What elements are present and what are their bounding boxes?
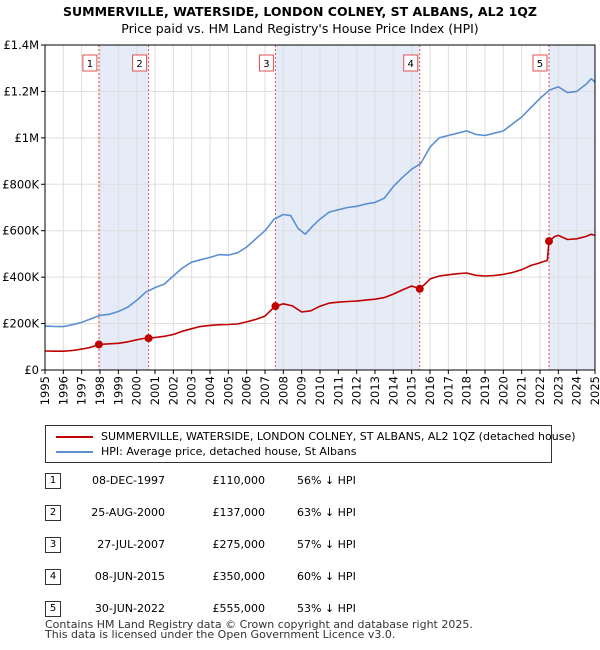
legend-swatch-hpi [56, 451, 93, 453]
footer-attribution: Contains HM Land Registry data © Crown c… [45, 618, 473, 641]
legend-item-property: SUMMERVILLE, WATERSIDE, LONDON COLNEY, S… [56, 430, 576, 444]
footer-license: This data is licensed under the Open Gov… [45, 628, 396, 641]
sale-row: 5 30-JUN-2022 £555,000 53% ↓ HPI [45, 600, 565, 618]
sale-label-box [132, 54, 148, 72]
sale-number-badge: 5 [45, 601, 61, 617]
x-tick-label: 2016 [423, 376, 437, 405]
sale-date: 30-JUN-2022 [94, 602, 165, 615]
x-tick-label: 2023 [551, 376, 565, 405]
x-tick-label: 2010 [313, 376, 327, 405]
sale-label-box [258, 54, 274, 72]
x-tick-label: 1998 [93, 376, 107, 405]
price-chart: 1 2 3 4 5 £0 £200K £400K £600K £800K £1M £1.2M £1.4… [2, 38, 600, 405]
chart-title: SUMMERVILLE, WATERSIDE, LONDON COLNEY, S… [62, 4, 537, 19]
x-tick-label: 2022 [533, 376, 547, 405]
sale-label-text: 4 [408, 59, 414, 70]
legend-item-hpi: HPI: Average price, detached house, St A… [56, 445, 356, 459]
x-tick-label: 1996 [56, 376, 70, 405]
x-tick-label: 2008 [276, 376, 290, 405]
legend-label-hpi: HPI: Average price, detached house, St A… [101, 445, 357, 458]
sale-date: 25-AUG-2000 [91, 506, 165, 519]
chart-subtitle: Price paid vs. HM Land Registry's House … [121, 21, 479, 36]
sale-price: £350,000 [212, 570, 266, 583]
ownership-shade [98, 45, 149, 370]
y-tick-label: £400K [2, 270, 39, 284]
sale-row: 3 27-JUL-2007 £275,000 57% ↓ HPI [45, 536, 565, 554]
y-tick-label: £200K [2, 317, 39, 331]
sale-point [94, 340, 103, 349]
sale-point [144, 334, 153, 343]
x-tick-label: 2012 [350, 376, 364, 405]
x-tick-label: 2025 [588, 376, 600, 405]
x-tick-label: 2018 [460, 376, 474, 405]
ownership-shade [548, 45, 595, 370]
sale-number-badge: 2 [45, 505, 61, 521]
sale-hpi-diff: 56% ↓ HPI [297, 474, 356, 487]
legend-swatch-property [56, 436, 93, 438]
hpi-line [44, 77, 596, 328]
sale-hpi-diff: 57% ↓ HPI [297, 538, 356, 551]
sale-label-text: 2 [136, 59, 142, 70]
sale-hpi-diff: 60% ↓ HPI [297, 570, 356, 583]
sale-row: 1 08-DEC-1997 £110,000 56% ↓ HPI [45, 472, 565, 490]
sale-row: 2 25-AUG-2000 £137,000 63% ↓ HPI [45, 504, 565, 522]
sale-label-box [403, 54, 419, 72]
sale-price: £275,000 [212, 538, 266, 551]
sale-label-text: 3 [263, 59, 269, 70]
x-tick-label: 2017 [441, 376, 455, 405]
x-tick-label: 2020 [496, 376, 510, 405]
sale-hpi-diff: 53% ↓ HPI [297, 602, 356, 615]
x-tick-label: 2001 [148, 376, 162, 405]
x-tick-label: 2011 [331, 376, 345, 405]
sale-date: 08-DEC-1997 [91, 474, 165, 487]
x-tick-label: 2019 [478, 376, 492, 405]
x-tick-label: 2006 [240, 376, 254, 405]
x-tick-label: 2013 [368, 376, 382, 405]
y-tick-label: £800K [2, 177, 39, 191]
x-tick-label: 2009 [295, 376, 309, 405]
sale-label-box [532, 54, 548, 72]
y-tick-label: £600K [2, 224, 39, 238]
sale-label-text: 1 [87, 59, 93, 70]
x-tick-label: 1997 [75, 376, 89, 405]
sale-label-box [82, 54, 98, 72]
x-tick-label: 2007 [258, 376, 272, 405]
chart-legend: SUMMERVILLE, WATERSIDE, LONDON COLNEY, S… [45, 425, 576, 463]
property-line [44, 233, 596, 352]
sale-point [271, 302, 280, 311]
sale-date: 08-JUN-2015 [94, 570, 165, 583]
x-tick-label: 2002 [166, 376, 180, 405]
y-tick-label: £1.2M [3, 84, 39, 98]
y-tick-label: £1M [14, 131, 39, 145]
sale-date: 27-JUL-2007 [97, 538, 165, 551]
x-tick-label: 2014 [386, 376, 400, 405]
sale-hpi-diff: 63% ↓ HPI [297, 506, 356, 519]
sale-price: £110,000 [212, 474, 266, 487]
sale-number-badge: 3 [45, 537, 61, 553]
x-tick-label: 2000 [130, 376, 144, 405]
x-tick-label: 2021 [515, 376, 529, 405]
footer-copyright: Contains HM Land Registry data © Crown c… [45, 618, 473, 631]
x-tick-label: 2003 [185, 376, 199, 405]
sale-label-text: 5 [537, 59, 543, 70]
chart-title-block: SUMMERVILLE, WATERSIDE, LONDON COLNEY, S… [0, 3, 600, 37]
x-tick-label: 1995 [38, 376, 52, 405]
sale-point [415, 284, 424, 293]
sale-number-badge: 4 [45, 569, 61, 585]
y-tick-label: £0 [24, 363, 39, 377]
y-tick-label: £1.4M [3, 38, 39, 52]
sale-price: £137,000 [212, 506, 266, 519]
sale-point [544, 237, 553, 246]
x-tick-label: 1999 [111, 376, 125, 405]
x-tick-label: 2015 [405, 376, 419, 405]
sale-price: £555,000 [212, 602, 266, 615]
legend-label-property: SUMMERVILLE, WATERSIDE, LONDON COLNEY, S… [101, 430, 576, 443]
sale-row: 4 08-JUN-2015 £350,000 60% ↓ HPI [45, 568, 565, 586]
x-tick-label: 2004 [203, 376, 217, 405]
x-tick-label: 2005 [221, 376, 235, 405]
sale-number-badge: 1 [45, 473, 61, 489]
x-tick-label: 2024 [570, 376, 584, 405]
